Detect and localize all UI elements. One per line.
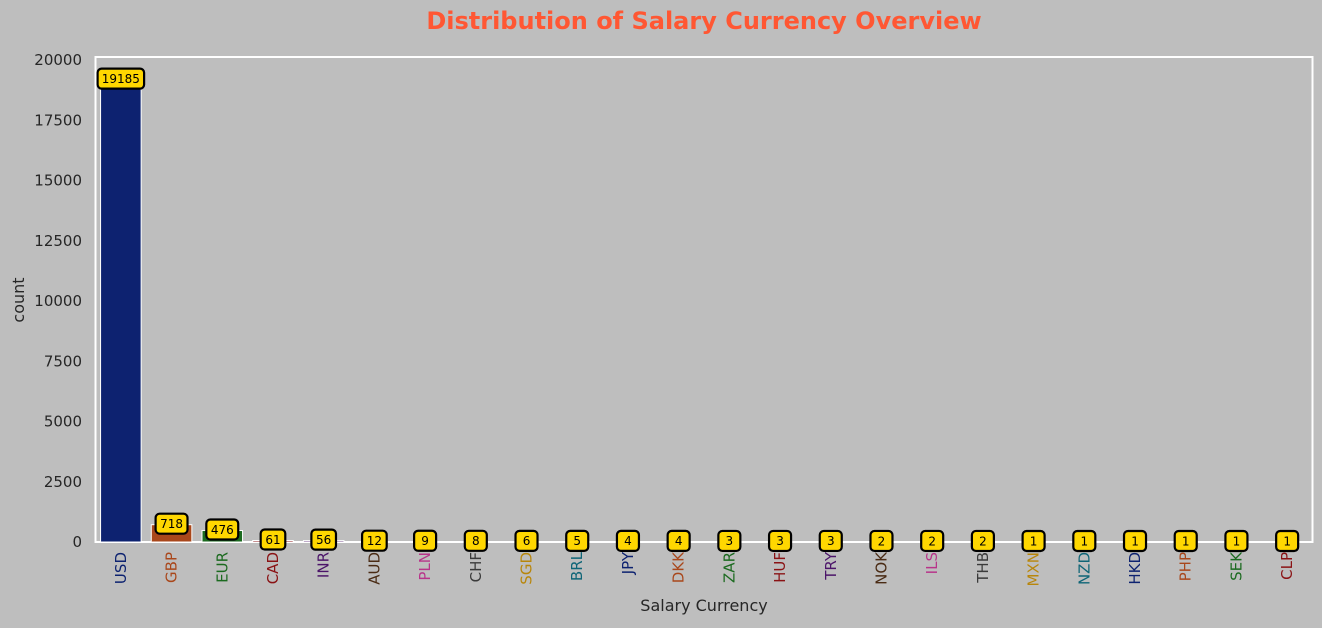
data-label-gbp: 718 (156, 514, 188, 534)
y-tick-label: 12500 (34, 232, 82, 250)
data-label-usd: 19185 (98, 69, 144, 89)
data-label-chf: 8 (465, 531, 487, 551)
data-label-text: 3 (726, 534, 734, 548)
x-tick-label-sek: SEK (1227, 551, 1245, 581)
x-tick-label-nok: NOK (872, 551, 890, 585)
data-label-text: 8 (472, 534, 480, 548)
x-tick-label-try: TRY (822, 551, 840, 581)
x-tick-label-mxn: MXN (1025, 552, 1043, 586)
x-tick-label-jpy: JPY (619, 551, 637, 575)
x-tick-label-pln: PLN (416, 552, 434, 581)
bars-layer (101, 80, 1308, 542)
data-label-text: 1 (1283, 534, 1291, 548)
data-label-mxn: 1 (1023, 531, 1045, 551)
data-label-text: 1 (1233, 534, 1241, 548)
data-label-text: 12 (367, 534, 382, 548)
data-label-text: 2 (928, 534, 936, 548)
data-label-nok: 2 (870, 531, 892, 551)
data-label-text: 56 (316, 533, 331, 547)
data-label-text: 718 (160, 517, 183, 531)
x-tick-label-inr: INR (315, 552, 333, 578)
y-tick-label: 15000 (34, 172, 82, 190)
data-label-try: 3 (820, 531, 842, 551)
data-label-eur: 476 (206, 520, 238, 540)
data-label-ils: 2 (921, 531, 943, 551)
x-tick-label-clp: CLP (1278, 552, 1296, 580)
data-label-text: 1 (1131, 534, 1139, 548)
chart-title: Distribution of Salary Currency Overview (426, 7, 981, 35)
data-label-dkk: 4 (668, 531, 690, 551)
data-label-inr: 56 (311, 530, 336, 550)
data-label-sek: 1 (1225, 531, 1247, 551)
data-label-text: 61 (265, 533, 280, 547)
data-label-thb: 2 (972, 531, 994, 551)
data-label-text: 4 (624, 534, 632, 548)
y-tick-label: 5000 (44, 413, 82, 431)
x-tick-label-cad: CAD (264, 552, 282, 584)
data-label-text: 4 (675, 534, 683, 548)
data-label-hkd: 1 (1124, 531, 1146, 551)
y-tick-label: 2500 (44, 473, 82, 491)
data-label-zar: 3 (718, 531, 740, 551)
x-tick-label-aud: AUD (365, 552, 383, 585)
data-label-clp: 1 (1276, 531, 1298, 551)
x-axis: USD GBP EUR CAD INR AUD PLN CHF SGD BRL JPY DKK ZAR H… (112, 551, 1296, 587)
x-tick-label-nzd: NZD (1075, 552, 1093, 585)
y-tick-label: 17500 (34, 111, 82, 129)
x-tick-label-huf: HUF (771, 552, 789, 583)
y-axis-label: count (9, 277, 28, 322)
x-tick-label-php: PHP (1177, 552, 1195, 581)
data-label-text: 19185 (102, 72, 140, 86)
y-tick-label: 7500 (44, 352, 82, 370)
data-label-cad: 61 (261, 530, 286, 550)
x-tick-label-sgd: SGD (518, 552, 536, 585)
x-tick-label-chf: CHF (467, 552, 485, 582)
x-tick-label-usd: USD (112, 552, 130, 584)
x-tick-label-dkk: DKK (670, 551, 688, 583)
x-tick-label-hkd: HKD (1126, 552, 1144, 585)
data-label-jpy: 4 (617, 531, 639, 551)
x-tick-label-zar: ZAR (720, 552, 738, 583)
data-label-brl: 5 (566, 531, 588, 551)
data-label-text: 3 (827, 534, 835, 548)
bar-usd (101, 80, 142, 542)
data-label-text: 6 (523, 534, 531, 548)
data-label-huf: 3 (769, 531, 791, 551)
y-tick-label: 10000 (34, 292, 82, 310)
data-label-text: 9 (421, 534, 429, 548)
data-label-text: 2 (878, 534, 886, 548)
data-labels-layer: 19185 718 476 61 56 12 9 8 6 5 4 4 3 3 3 2 2 2 1 1 1 1 1 1 (98, 69, 1299, 551)
data-label-aud: 12 (362, 531, 387, 551)
data-label-text: 1 (1182, 534, 1190, 548)
x-tick-label-ils: ILS (923, 552, 941, 574)
data-label-text: 3 (776, 534, 784, 548)
data-label-text: 5 (573, 534, 581, 548)
data-label-sgd: 6 (516, 531, 538, 551)
x-axis-label: Salary Currency (640, 596, 767, 615)
data-label-php: 1 (1175, 531, 1197, 551)
x-tick-label-thb: THB (974, 552, 992, 584)
x-tick-label-eur: EUR (213, 552, 231, 583)
y-tick-label: 20000 (34, 51, 82, 69)
data-label-text: 2 (979, 534, 987, 548)
y-tick-label: 0 (72, 533, 82, 551)
data-label-text: 476 (211, 523, 234, 537)
data-label-nzd: 1 (1073, 531, 1095, 551)
x-tick-label-gbp: GBP (163, 552, 181, 583)
y-axis: 0 2500 5000 7500 10000 12500 15000 17500 20000 (34, 51, 82, 551)
data-label-pln: 9 (414, 531, 436, 551)
x-tick-label-brl: BRL (568, 551, 586, 581)
data-label-text: 1 (1080, 534, 1088, 548)
plot-frame (96, 57, 1313, 542)
data-label-text: 1 (1030, 534, 1038, 548)
